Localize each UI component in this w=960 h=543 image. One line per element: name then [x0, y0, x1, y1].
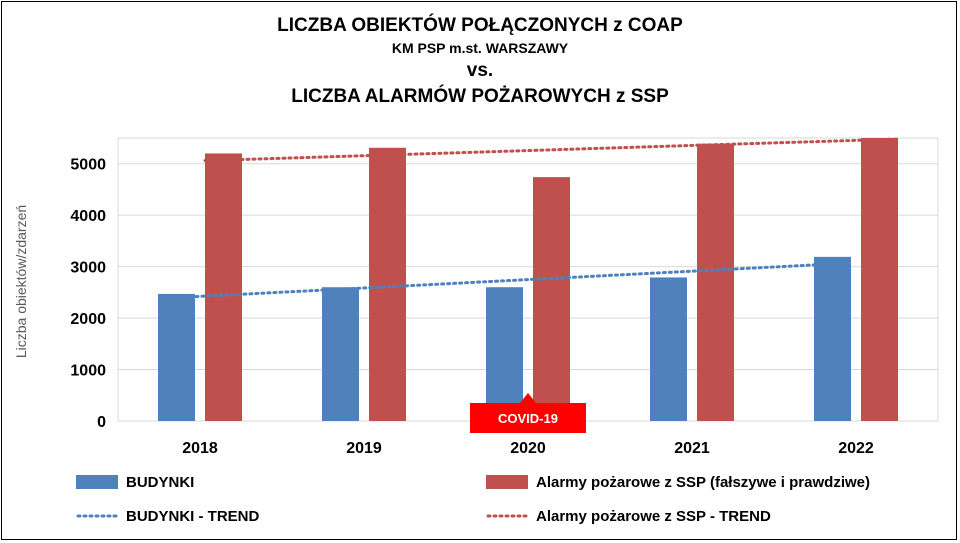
legend-budynki-trend-label: BUDYNKI - TREND: [126, 508, 259, 525]
chart-subtitle: KM PSP m.st. WARSZAWY: [391, 40, 569, 56]
x-tick-label: 2019: [346, 440, 382, 457]
bar-budynki: [322, 287, 359, 421]
y-tick-label: 4000: [70, 208, 106, 225]
bar-budynki: [650, 277, 687, 421]
chart-title-2: LICZBA ALARMÓW POŻAROWYCH z SSP: [291, 86, 669, 107]
chart-title: LICZBA OBIEKTÓW POŁĄCZONYCH z COAP: [277, 15, 683, 36]
x-tick-label: 2021: [674, 440, 710, 457]
legend-budynki-swatch: [76, 475, 118, 489]
bar-alarmy: [369, 147, 406, 421]
x-tick-label: 2020: [510, 440, 546, 457]
y-tick-label: 2000: [70, 311, 106, 328]
covid-label: COVID-19: [498, 411, 558, 426]
legend-alarmy-label: Alarmy pożarowe z SSP (fałszywe i prawdz…: [536, 474, 870, 491]
chart-title-vs: vs.: [466, 60, 494, 81]
y-tick-label: 5000: [70, 157, 106, 174]
y-tick-label: 0: [97, 414, 106, 431]
y-tick-label: 1000: [70, 363, 106, 380]
bar-budynki: [814, 256, 851, 421]
chart-titles: LICZBA OBIEKTÓW POŁĄCZONYCH z COAP KM PS…: [0, 14, 960, 110]
bar-budynki: [486, 287, 523, 421]
legend-alarmy-trend-label: Alarmy pożarowe z SSP - TREND: [536, 508, 771, 525]
bar-alarmy: [205, 153, 242, 421]
trend-line-budynki: [176, 262, 843, 300]
y-tick-label: 3000: [70, 260, 106, 277]
x-tick-label: 2018: [182, 440, 218, 457]
covid-callout: [470, 393, 586, 433]
bar-alarmy: [697, 143, 734, 421]
bar-alarmy: [861, 138, 898, 421]
bar-alarmy: [533, 177, 570, 421]
legend-alarmy-swatch: [486, 475, 528, 489]
legend-budynki-label: BUDYNKI: [126, 474, 194, 491]
trend-line-alarmy: [203, 137, 900, 163]
x-tick-label: 2022: [838, 440, 874, 457]
bar-budynki: [158, 293, 195, 421]
y-axis-label: Liczba obiektów/zdarzeń: [13, 205, 29, 358]
